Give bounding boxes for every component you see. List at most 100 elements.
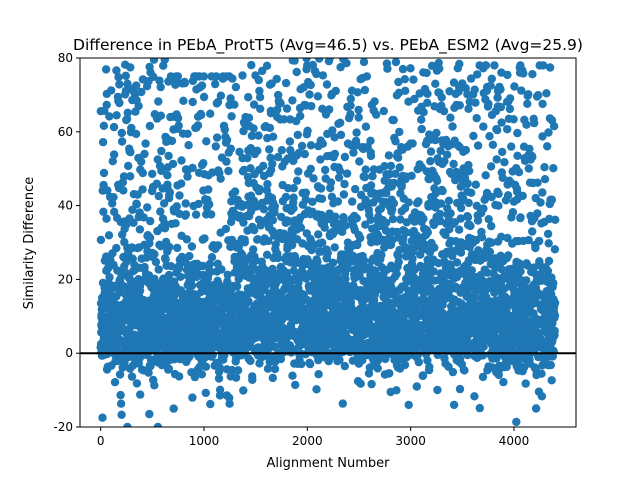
- data-point: [114, 73, 123, 82]
- data-point: [222, 157, 231, 166]
- data-point: [494, 189, 503, 199]
- data-point: [177, 156, 186, 165]
- data-point: [156, 111, 166, 120]
- data-point: [99, 121, 109, 130]
- data-point: [487, 221, 496, 231]
- data-point: [312, 69, 321, 79]
- data-point: [223, 270, 232, 279]
- x-axis: 0 1000 2000 3000 4000: [97, 427, 529, 448]
- data-point: [193, 121, 203, 130]
- data-point: [409, 272, 418, 282]
- data-point: [234, 242, 243, 252]
- data-point: [386, 161, 396, 171]
- data-point: [355, 157, 364, 166]
- data-point: [165, 188, 175, 197]
- data-point: [335, 355, 344, 365]
- data-point: [455, 101, 464, 110]
- data-point: [153, 155, 162, 164]
- data-point: [334, 173, 344, 182]
- data-point: [470, 293, 479, 302]
- data-point: [206, 267, 215, 277]
- data-point: [461, 145, 470, 155]
- data-point: [249, 124, 258, 133]
- data-point: [145, 409, 154, 419]
- data-point: [109, 122, 119, 132]
- data-point: [438, 186, 447, 196]
- data-point: [216, 91, 226, 100]
- data-point: [538, 188, 547, 197]
- data-point: [391, 58, 401, 67]
- data-point: [277, 146, 286, 155]
- data-point: [545, 63, 555, 72]
- data-point: [419, 108, 428, 117]
- data-point: [179, 96, 188, 106]
- data-point: [381, 218, 391, 228]
- data-point: [159, 199, 169, 208]
- data-point: [538, 132, 547, 141]
- data-point: [285, 137, 295, 146]
- data-point: [154, 97, 163, 106]
- data-point: [466, 221, 475, 231]
- data-point: [442, 150, 452, 159]
- data-point: [389, 178, 399, 188]
- data-point: [449, 159, 458, 169]
- data-point: [395, 127, 404, 137]
- data-point: [211, 79, 220, 89]
- x-tick-label: 1000: [189, 434, 220, 448]
- data-point: [220, 125, 229, 134]
- data-point: [206, 399, 215, 409]
- data-point: [215, 385, 225, 394]
- data-point: [262, 250, 272, 259]
- data-point: [547, 376, 556, 385]
- data-point: [255, 86, 264, 96]
- data-point: [187, 281, 197, 290]
- data-point: [137, 87, 146, 97]
- data-point: [243, 153, 252, 163]
- data-point: [540, 175, 550, 184]
- data-point: [173, 72, 183, 81]
- data-point: [359, 256, 369, 265]
- data-point: [509, 115, 518, 124]
- data-point: [456, 203, 466, 213]
- data-point: [330, 243, 339, 252]
- data-point: [224, 166, 233, 176]
- data-point: [239, 218, 248, 227]
- data-point: [481, 61, 491, 70]
- data-point: [400, 360, 410, 370]
- data-point: [487, 238, 496, 247]
- data-point: [259, 205, 269, 214]
- data-point: [246, 356, 255, 366]
- data-point: [531, 404, 541, 413]
- data-point: [531, 243, 540, 253]
- data-point: [320, 223, 329, 232]
- data-point: [513, 128, 522, 138]
- data-point: [153, 422, 163, 427]
- data-point: [239, 165, 249, 175]
- data-point: [328, 258, 338, 267]
- data-point: [307, 101, 316, 111]
- data-point: [338, 399, 347, 408]
- data-point: [140, 149, 149, 159]
- data-point: [291, 380, 300, 390]
- data-point: [544, 239, 553, 248]
- data-point: [544, 128, 553, 137]
- data-point: [418, 371, 428, 380]
- data-point: [150, 250, 159, 259]
- data-point: [484, 215, 493, 224]
- data-point: [473, 70, 482, 79]
- data-point: [112, 243, 121, 253]
- data-point: [516, 213, 525, 222]
- data-point: [169, 404, 178, 413]
- data-point: [546, 360, 555, 370]
- data-point: [348, 197, 357, 206]
- data-point: [129, 218, 138, 227]
- data-point: [217, 265, 226, 274]
- data-point: [314, 370, 323, 379]
- data-point: [104, 231, 114, 240]
- data-point: [235, 147, 244, 157]
- data-point: [417, 115, 426, 124]
- data-point: [157, 166, 166, 176]
- data-point: [248, 375, 257, 384]
- data-point: [225, 399, 234, 408]
- data-point: [305, 90, 314, 99]
